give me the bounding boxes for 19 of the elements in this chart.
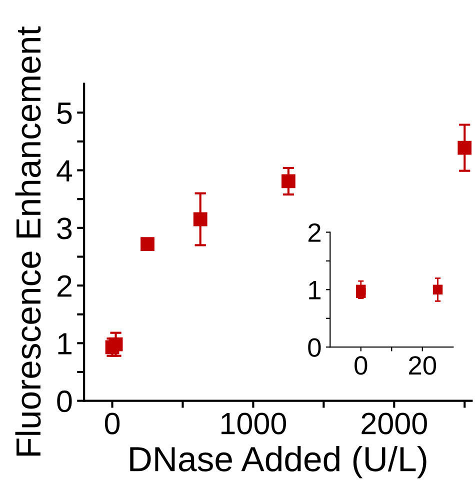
x-tick-label: 0 — [104, 412, 120, 434]
x-tick-label: 2000 — [362, 412, 427, 434]
y-tick-label: 1 — [58, 333, 72, 354]
x-tick-label: 20 — [409, 356, 436, 375]
y-tick-label: 1 — [309, 281, 321, 300]
y-tick-label: 2 — [308, 223, 320, 242]
point — [458, 140, 472, 155]
point — [282, 174, 296, 188]
point — [140, 237, 154, 251]
x-tick-label: 1000 — [222, 412, 286, 434]
y-tick-label: 5 — [57, 102, 72, 124]
y-tick-label: 0 — [57, 390, 72, 412]
x-axis-title: DNase Added (U/L) — [130, 446, 426, 478]
y-tick-label: 0 — [308, 338, 321, 357]
y-axis-title: Fluorescence Enhancement — [15, 26, 41, 456]
y-tick-label: 3 — [57, 218, 72, 240]
y-tick-label: 4 — [56, 160, 72, 182]
point — [193, 212, 208, 226]
y-tick-label: 2 — [58, 275, 72, 297]
